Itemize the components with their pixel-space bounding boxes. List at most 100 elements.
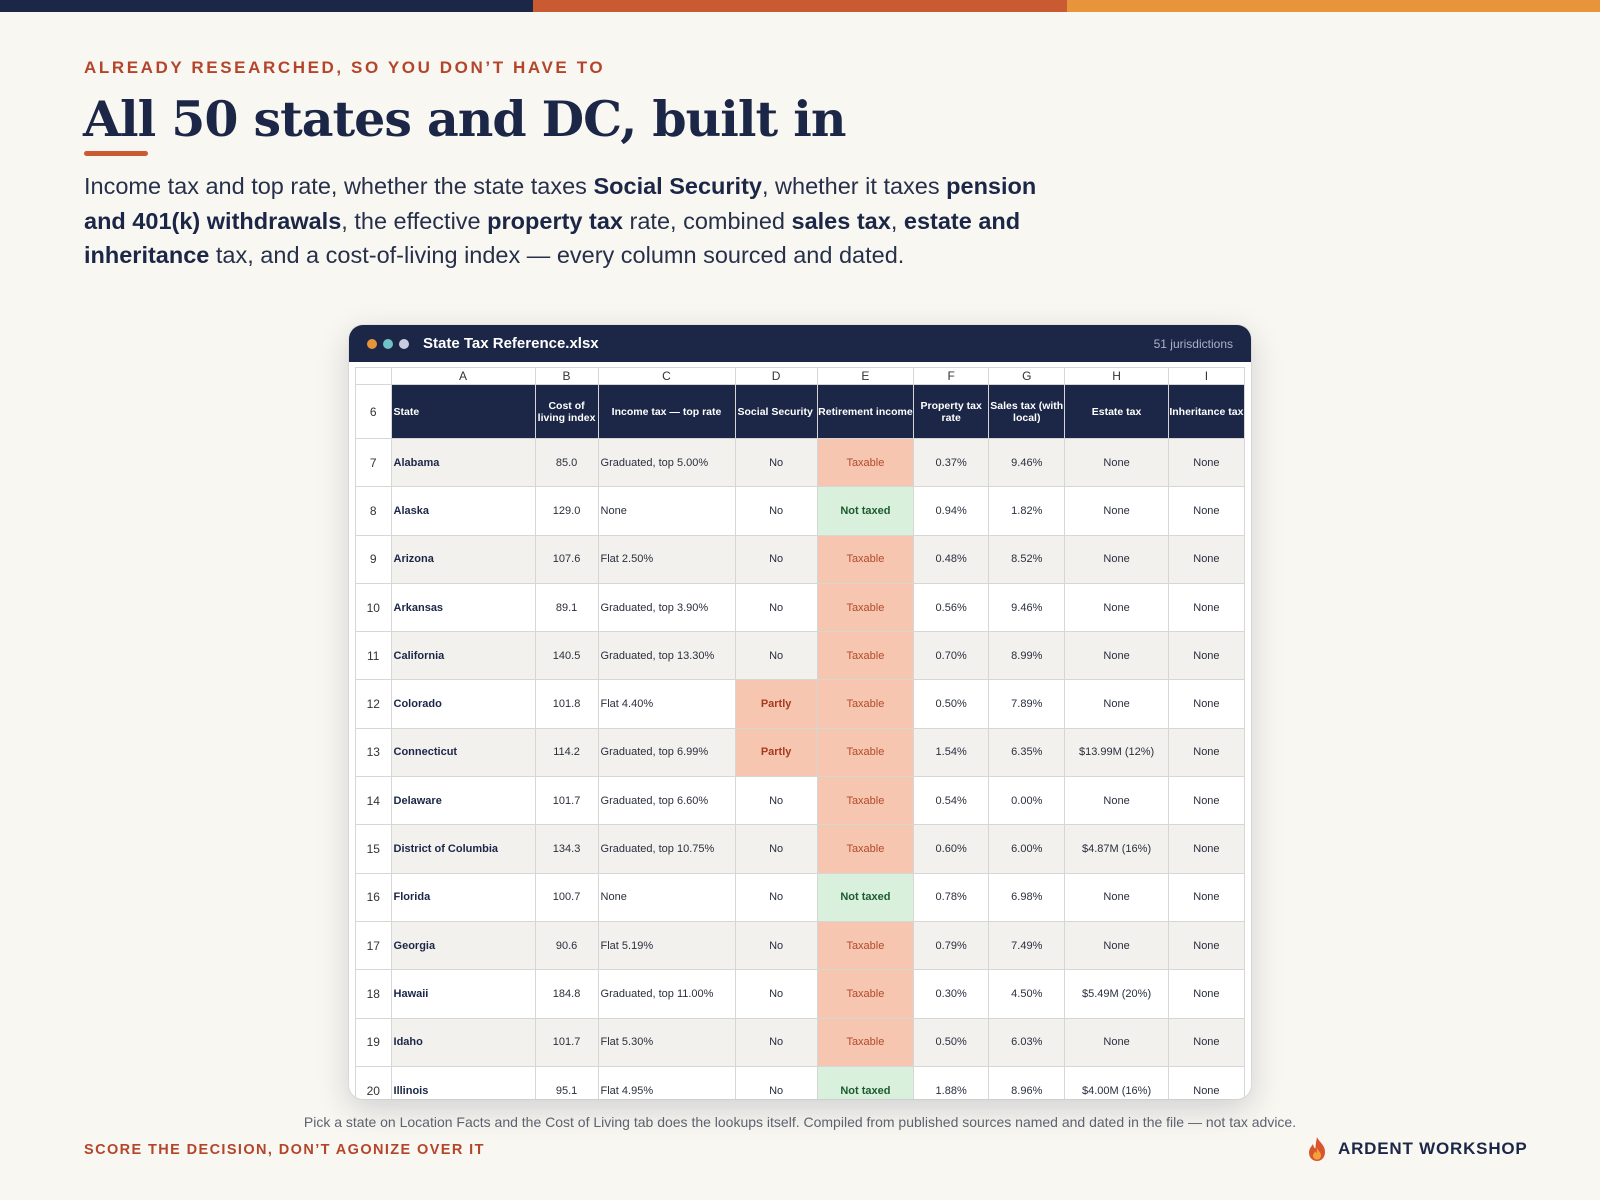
estate-tax-cell[interactable]: None (1064, 679, 1169, 729)
row-number[interactable]: 16 (355, 872, 392, 922)
sales-tax-cell[interactable]: 0.00% (988, 776, 1066, 826)
row-number[interactable]: 9 (355, 534, 392, 584)
property-tax-cell[interactable]: 0.30% (913, 969, 990, 1019)
inheritance-tax-cell[interactable]: None (1167, 679, 1245, 729)
property-tax-cell[interactable]: 0.56% (913, 582, 990, 633)
income-tax-cell[interactable]: Flat 5.19% (597, 920, 736, 971)
state-cell[interactable]: Alabama (390, 437, 536, 488)
column-letter-f[interactable]: F (913, 367, 990, 385)
social-security-cell[interactable]: No (734, 1017, 818, 1067)
retirement-income-cell[interactable]: Taxable (816, 1017, 915, 1067)
sheet-corner[interactable] (355, 367, 392, 385)
cost-of-living-cell[interactable]: 184.8 (534, 969, 599, 1019)
inheritance-tax-cell[interactable]: None (1167, 824, 1245, 874)
state-cell[interactable]: California (390, 631, 536, 681)
cost-of-living-cell[interactable]: 101.8 (534, 679, 599, 729)
property-tax-cell[interactable]: 0.94% (913, 486, 990, 536)
social-security-cell[interactable]: No (734, 872, 818, 922)
property-tax-cell[interactable]: 0.78% (913, 872, 990, 922)
column-header[interactable]: Inheritance tax (1167, 384, 1245, 439)
state-cell[interactable]: Illinois (390, 1065, 536, 1099)
income-tax-cell[interactable]: Flat 5.30% (597, 1017, 736, 1067)
state-cell[interactable]: Alaska (390, 486, 536, 536)
retirement-income-cell[interactable]: Taxable (816, 776, 915, 826)
column-header[interactable]: Property tax rate (913, 384, 990, 439)
social-security-cell[interactable]: No (734, 437, 818, 488)
social-security-cell[interactable]: No (734, 534, 818, 584)
income-tax-cell[interactable]: Graduated, top 13.30% (597, 631, 736, 681)
inheritance-tax-cell[interactable]: None (1167, 486, 1245, 536)
social-security-cell[interactable]: No (734, 776, 818, 826)
income-tax-cell[interactable]: Graduated, top 3.90% (597, 582, 736, 633)
cost-of-living-cell[interactable]: 89.1 (534, 582, 599, 633)
row-number[interactable]: 15 (355, 824, 392, 874)
income-tax-cell[interactable]: Graduated, top 11.00% (597, 969, 736, 1019)
sales-tax-cell[interactable]: 7.49% (988, 920, 1066, 971)
estate-tax-cell[interactable]: None (1064, 872, 1169, 922)
sales-tax-cell[interactable]: 7.89% (988, 679, 1066, 729)
column-letter-g[interactable]: G (988, 367, 1066, 385)
retirement-income-cell[interactable]: Taxable (816, 824, 915, 874)
column-letter-d[interactable]: D (734, 367, 818, 385)
social-security-cell[interactable]: Partly (734, 679, 818, 729)
inheritance-tax-cell[interactable]: None (1167, 727, 1245, 778)
window-dot-minimize[interactable] (383, 338, 393, 349)
retirement-income-cell[interactable]: Taxable (816, 920, 915, 971)
row-number[interactable]: 20 (355, 1065, 392, 1099)
row-number[interactable]: 6 (355, 384, 392, 439)
estate-tax-cell[interactable]: None (1064, 776, 1169, 826)
row-number[interactable]: 13 (355, 727, 392, 778)
estate-tax-cell[interactable]: None (1064, 582, 1169, 633)
property-tax-cell[interactable]: 0.79% (913, 920, 990, 971)
row-number[interactable]: 14 (355, 776, 392, 826)
inheritance-tax-cell[interactable]: None (1167, 1065, 1245, 1099)
column-letter-i[interactable]: I (1167, 367, 1245, 385)
estate-tax-cell[interactable]: $4.00M (16%) (1064, 1065, 1169, 1099)
social-security-cell[interactable]: Partly (734, 727, 818, 778)
retirement-income-cell[interactable]: Taxable (816, 437, 915, 488)
cost-of-living-cell[interactable]: 101.7 (534, 1017, 599, 1067)
column-header[interactable]: State (390, 384, 536, 439)
window-dot-zoom[interactable] (399, 338, 409, 349)
property-tax-cell[interactable]: 0.70% (913, 631, 990, 681)
column-letter-a[interactable]: A (390, 367, 536, 385)
property-tax-cell[interactable]: 0.37% (913, 437, 990, 488)
cost-of-living-cell[interactable]: 90.6 (534, 920, 599, 971)
retirement-income-cell[interactable]: Taxable (816, 631, 915, 681)
income-tax-cell[interactable]: Flat 4.95% (597, 1065, 736, 1099)
retirement-income-cell[interactable]: Not taxed (816, 486, 915, 536)
social-security-cell[interactable]: No (734, 1065, 818, 1099)
property-tax-cell[interactable]: 0.50% (913, 1017, 990, 1067)
retirement-income-cell[interactable]: Not taxed (816, 872, 915, 922)
state-cell[interactable]: Georgia (390, 920, 536, 971)
income-tax-cell[interactable]: Graduated, top 10.75% (597, 824, 736, 874)
property-tax-cell[interactable]: 1.88% (913, 1065, 990, 1099)
retirement-income-cell[interactable]: Taxable (816, 969, 915, 1019)
state-cell[interactable]: Arizona (390, 534, 536, 584)
inheritance-tax-cell[interactable]: None (1167, 631, 1245, 681)
row-number[interactable]: 17 (355, 920, 392, 971)
property-tax-cell[interactable]: 0.60% (913, 824, 990, 874)
row-number[interactable]: 8 (355, 486, 392, 536)
cost-of-living-cell[interactable]: 140.5 (534, 631, 599, 681)
row-number[interactable]: 11 (355, 631, 392, 681)
social-security-cell[interactable]: No (734, 920, 818, 971)
state-cell[interactable]: Colorado (390, 679, 536, 729)
estate-tax-cell[interactable]: None (1064, 486, 1169, 536)
social-security-cell[interactable]: No (734, 486, 818, 536)
inheritance-tax-cell[interactable]: None (1167, 1017, 1245, 1067)
row-number[interactable]: 10 (355, 582, 392, 633)
sales-tax-cell[interactable]: 8.99% (988, 631, 1066, 681)
inheritance-tax-cell[interactable]: None (1167, 776, 1245, 826)
cost-of-living-cell[interactable]: 101.7 (534, 776, 599, 826)
sales-tax-cell[interactable]: 6.03% (988, 1017, 1066, 1067)
property-tax-cell[interactable]: 0.48% (913, 534, 990, 584)
state-cell[interactable]: Hawaii (390, 969, 536, 1019)
column-letter-b[interactable]: B (534, 367, 599, 385)
retirement-income-cell[interactable]: Taxable (816, 679, 915, 729)
row-number[interactable]: 18 (355, 969, 392, 1019)
row-number[interactable]: 12 (355, 679, 392, 729)
income-tax-cell[interactable]: Flat 2.50% (597, 534, 736, 584)
column-header[interactable]: Retirement income (816, 384, 915, 439)
sales-tax-cell[interactable]: 4.50% (988, 969, 1066, 1019)
